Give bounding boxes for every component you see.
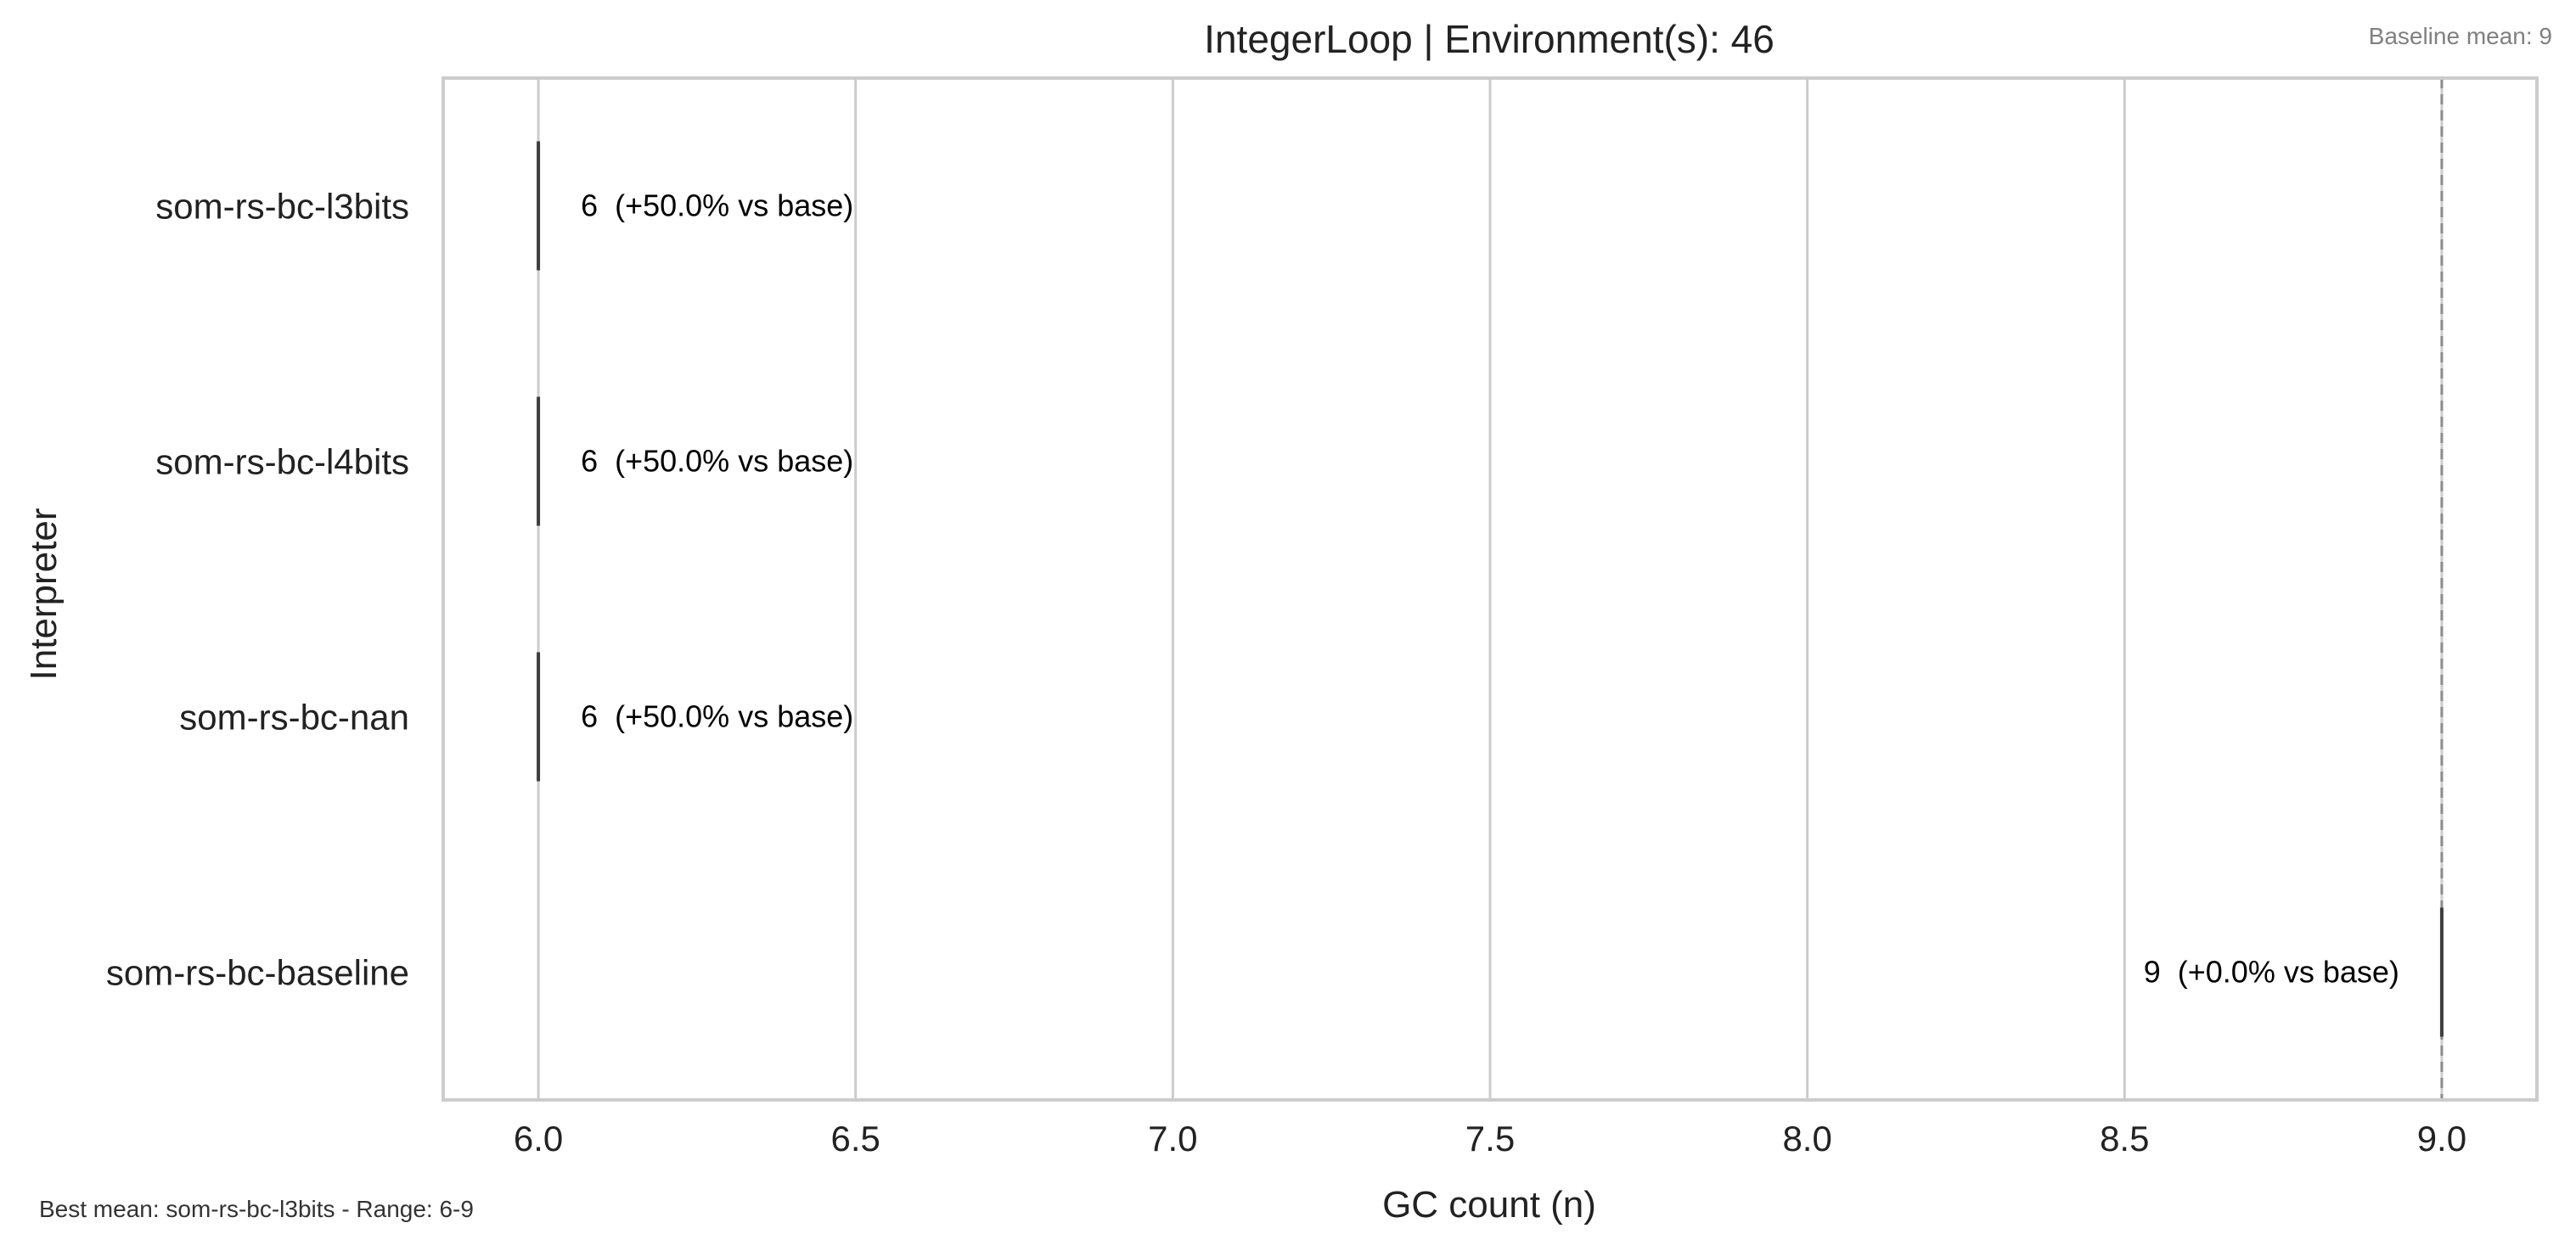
value-annotation: 6 (+50.0% vs base) <box>581 699 853 734</box>
y-axis-label: Interpreter <box>23 508 65 681</box>
y-tick-label: som-rs-bc-l3bits <box>155 187 409 227</box>
y-tick-label: som-rs-bc-baseline <box>106 953 409 993</box>
y-tick-label: som-rs-bc-nan <box>179 698 409 738</box>
plot-frame <box>442 76 2539 1102</box>
value-annotations: 6 (+50.0% vs base) 6 (+50.0% vs base) 6 (+… <box>581 188 2399 990</box>
value-annotation: 6 (+50.0% vs base) <box>581 188 853 223</box>
grid-lines <box>537 78 2444 1100</box>
y-tick-label: som-rs-bc-l4bits <box>155 442 409 482</box>
chart-title: IntegerLoop | Environment(s): 46 <box>1204 17 1775 61</box>
baseline-mean-label: Baseline mean: 9 <box>2369 23 2552 49</box>
x-tick-label: 8.5 <box>2100 1119 2149 1158</box>
x-tick-label: 7.5 <box>1465 1119 1515 1158</box>
x-tick-label: 8.0 <box>1782 1119 1831 1158</box>
value-annotation: 9 (+0.0% vs base) <box>2144 955 2399 990</box>
axis-ticks: 6.0 6.5 7.0 7.5 8.0 8.5 9.0 som-rs-bc-l3bits som… <box>106 187 2466 1159</box>
x-axis-label: GC count (n) <box>1382 1184 1596 1226</box>
x-tick-label: 6.0 <box>514 1119 563 1158</box>
x-tick-label: 9.0 <box>2417 1119 2466 1158</box>
x-tick-label: 6.5 <box>831 1119 880 1158</box>
x-tick-label: 7.0 <box>1148 1119 1197 1158</box>
value-annotation: 6 (+50.0% vs base) <box>581 444 853 479</box>
best-mean-footer: Best mean: som-rs-bc-l3bits - Range: 6-9 <box>39 1196 474 1222</box>
data-marks <box>537 141 2444 1037</box>
